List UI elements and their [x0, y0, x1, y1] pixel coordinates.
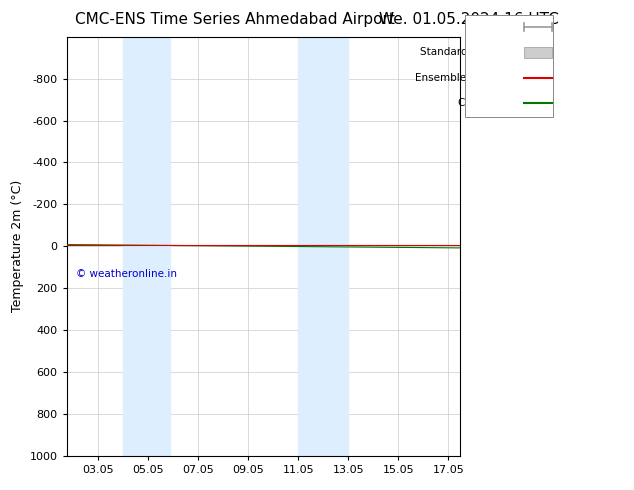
- Bar: [123, 37, 171, 456]
- Text: © weatheronline.in: © weatheronline.in: [76, 270, 178, 279]
- Text: min/max: min/max: [474, 22, 520, 32]
- Bar: [298, 37, 348, 456]
- Text: Standard deviation: Standard deviation: [420, 48, 520, 57]
- Text: Ensemble mean run: Ensemble mean run: [415, 73, 520, 83]
- Y-axis label: Temperature 2m (°C): Temperature 2m (°C): [11, 180, 24, 312]
- Text: We. 01.05.2024 16 UTC: We. 01.05.2024 16 UTC: [379, 12, 559, 27]
- Text: Controll run: Controll run: [458, 98, 520, 108]
- Text: CMC-ENS Time Series Ahmedabad Airport: CMC-ENS Time Series Ahmedabad Airport: [75, 12, 394, 27]
